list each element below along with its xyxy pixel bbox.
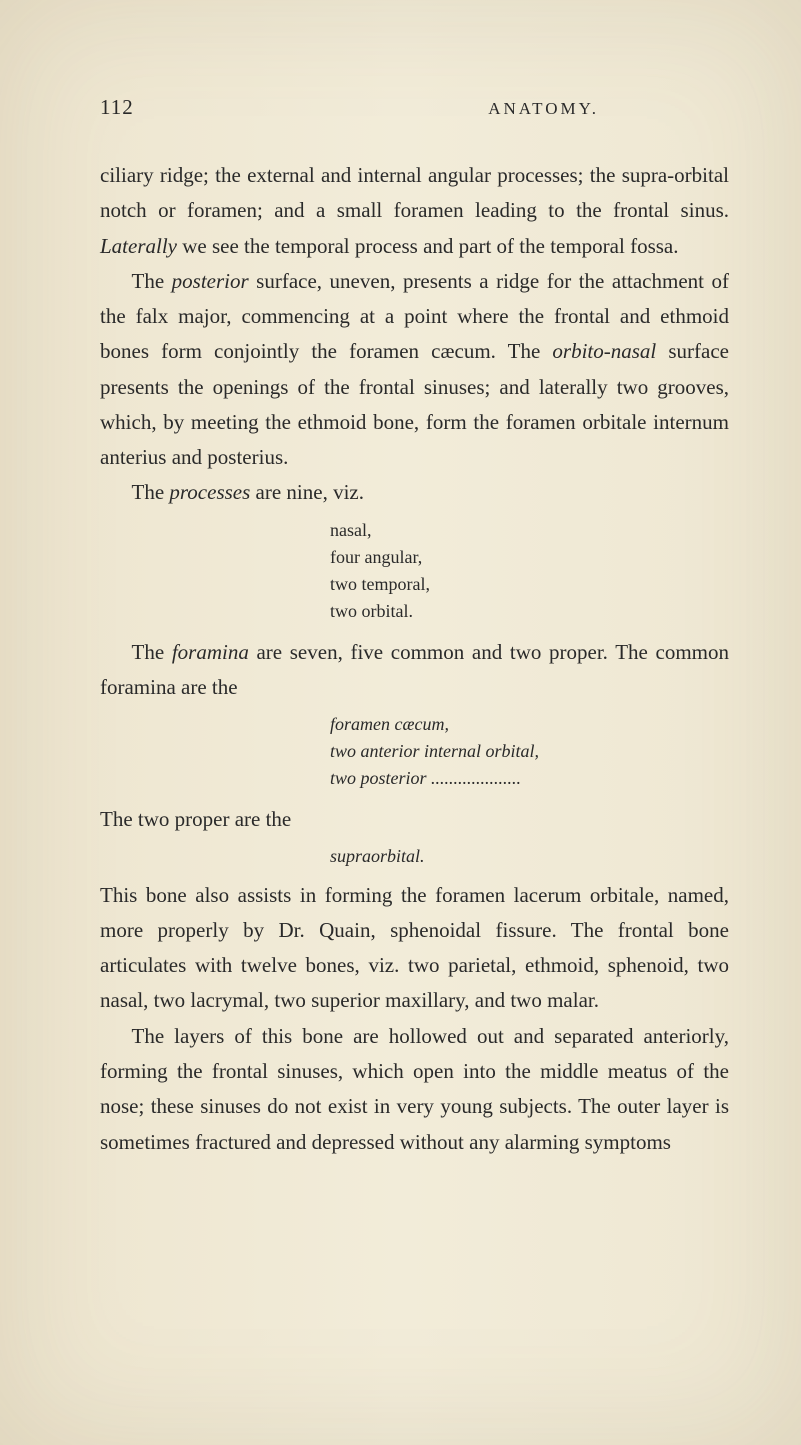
text-run: The <box>132 640 172 664</box>
text-run: ciliary ridge; the external and internal… <box>100 163 729 222</box>
centered-term: supraorbital. <box>100 841 729 871</box>
page-header: 112 ANATOMY. <box>100 95 729 120</box>
body-text: ciliary ridge; the external and internal… <box>100 158 729 1160</box>
list-foramina: foramen cæcum, two anterior internal orb… <box>100 711 729 792</box>
list-item: four angular, <box>330 544 729 571</box>
list-processes: nasal, four angular, two temporal, two o… <box>100 517 729 625</box>
text-italic: Laterally <box>100 234 177 258</box>
text-run: are nine, viz. <box>250 480 364 504</box>
paragraph-7: The layers of this bone are hollowed out… <box>100 1019 729 1160</box>
text-italic: posterior <box>172 269 249 293</box>
text-run: The <box>132 269 172 293</box>
paragraph-5: The two proper are the <box>100 802 729 837</box>
paragraph-1: ciliary ridge; the external and internal… <box>100 158 729 264</box>
list-item: two anterior internal orbital, <box>330 738 729 765</box>
book-page: 112 ANATOMY. ciliary ridge; the external… <box>0 0 801 1445</box>
list-item: two posterior .................... <box>330 765 729 792</box>
text-run: we see the tem­poral process and part of… <box>177 234 679 258</box>
text-run: The <box>132 480 170 504</box>
paragraph-3: The processes are nine, viz. <box>100 475 729 510</box>
page-number: 112 <box>100 95 134 120</box>
text-italic: orbito-nasal <box>552 339 656 363</box>
list-item: foramen cæcum, <box>330 711 729 738</box>
text-italic: foramina <box>172 640 249 664</box>
list-item: nasal, <box>330 517 729 544</box>
running-head: ANATOMY. <box>488 99 599 119</box>
paragraph-4: The foramina are seven, five common and … <box>100 635 729 706</box>
list-item: two orbital. <box>330 598 729 625</box>
paragraph-6: This bone also assists in forming the fo… <box>100 878 729 1019</box>
list-item: two temporal, <box>330 571 729 598</box>
paragraph-2: The posterior surface, uneven, presents … <box>100 264 729 476</box>
text-italic: processes <box>169 480 250 504</box>
